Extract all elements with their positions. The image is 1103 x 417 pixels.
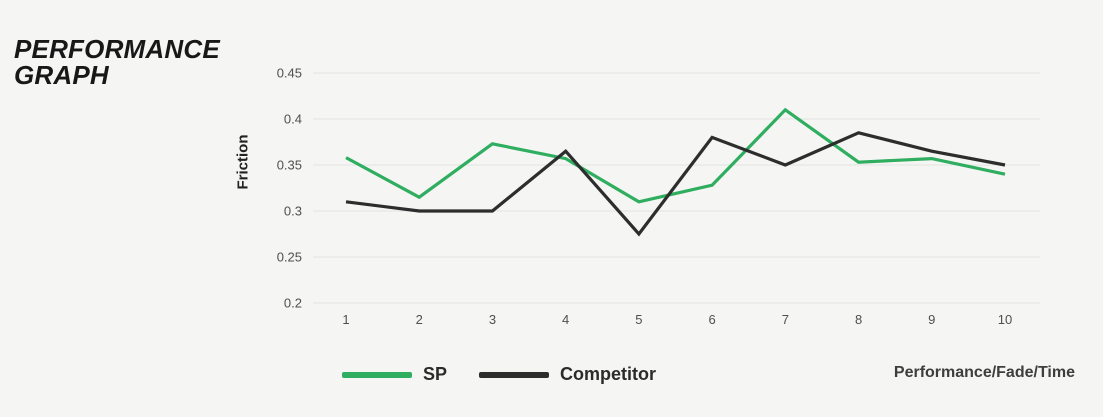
page-title-line1: PERFORMANCE [14,34,220,64]
competitor-line-swatch [479,371,550,378]
legend-item-competitor: Competitor [479,364,656,385]
x-tick-label: 3 [489,312,496,327]
x-tick-label: 2 [416,312,423,327]
page-title: PERFORMANCE GRAPH [14,36,220,88]
x-tick-label: 9 [928,312,935,327]
series-line-competitor [345,131,1006,237]
series-line-sp [345,107,1006,204]
y-tick-label: 0.45 [277,66,302,81]
y-tick-label: 0.25 [277,250,302,265]
y-tick-label: 0.3 [284,204,302,219]
sp-line-swatch [342,371,412,378]
x-tick-label: 8 [855,312,862,327]
x-tick-label: 6 [708,312,715,327]
legend-label-competitor: Competitor [560,364,657,384]
legend-item-sp: SP [342,364,447,385]
x-tick-label: 4 [562,312,569,327]
y-tick-label: 0.2 [284,296,302,311]
x-tick-label: 7 [782,312,789,327]
y-tick-label: 0.35 [277,158,302,173]
x-tick-label: 10 [998,312,1012,327]
chart-legend: SP Competitor [342,364,656,385]
axis-caption: Performance/Fade/Time [893,364,1075,381]
page-title-line2: GRAPH [14,60,109,90]
legend-label-sp: SP [423,364,448,384]
x-tick-label: 1 [342,312,349,327]
y-tick-label: 0.4 [284,112,302,127]
x-tick-label: 5 [635,312,642,327]
